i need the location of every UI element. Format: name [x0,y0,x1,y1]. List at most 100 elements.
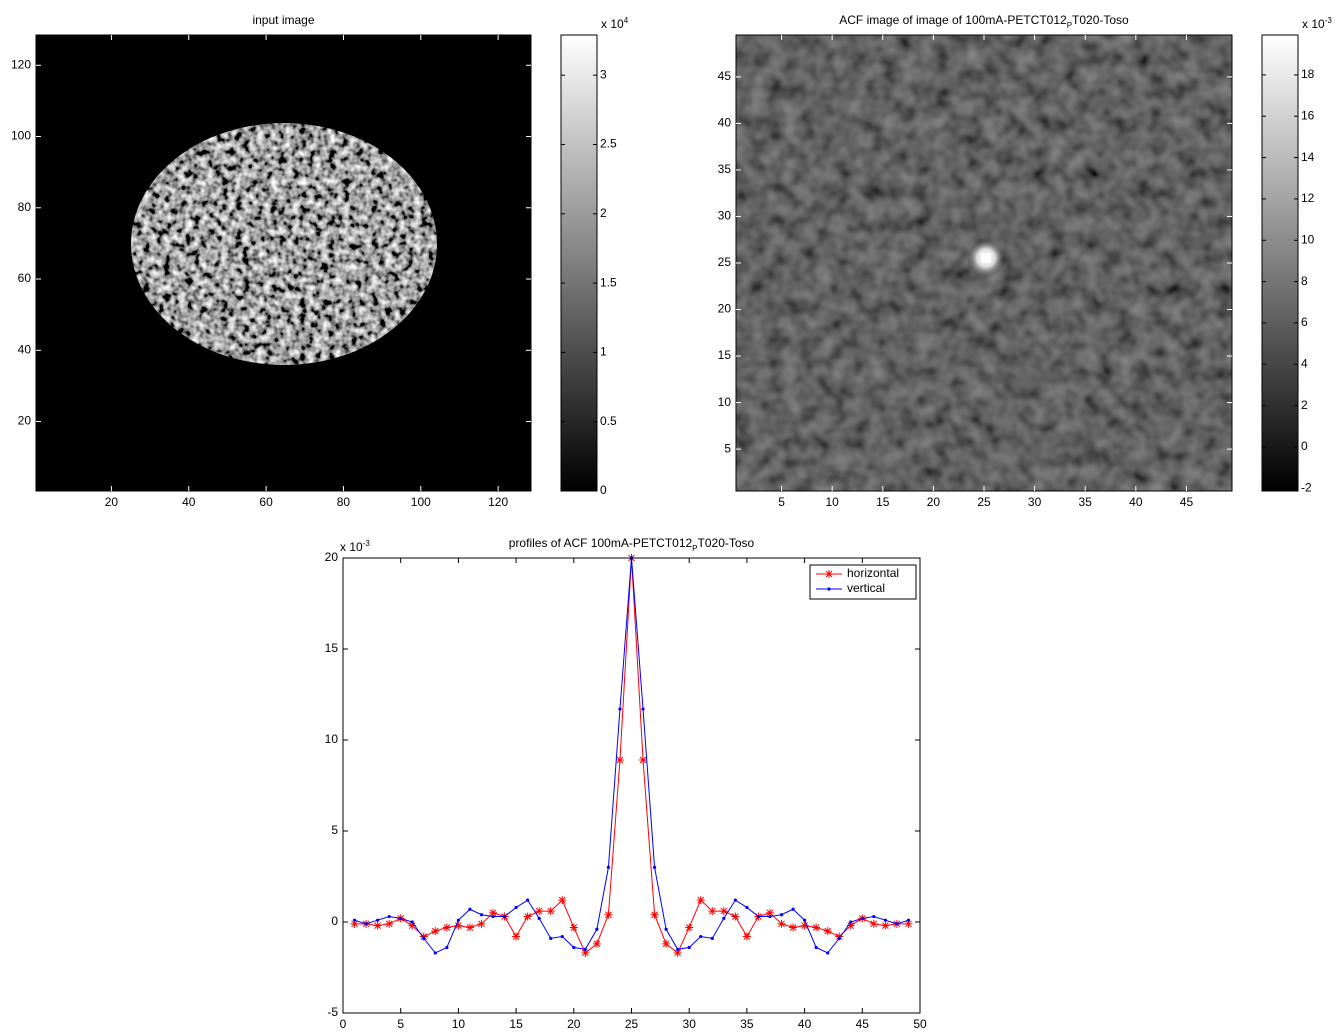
colorbar-tick-label: 3 [600,67,607,81]
marker [477,919,486,928]
y-tick-label: 30 [718,209,732,223]
marker [869,919,878,928]
marker [846,921,855,930]
colorbar-tick-label: 2 [1301,398,1308,412]
text-part: 4 [624,16,629,25]
marker [445,945,449,950]
x-tick-label: 20 [927,495,941,509]
marker [512,932,521,941]
marker [454,921,463,930]
marker [895,922,899,926]
x-tick-label: 35 [1079,495,1093,509]
x-tick-label: 40 [182,495,196,509]
marker [803,918,807,922]
text-part: T020-Toso [1072,13,1129,27]
axes-frame [35,34,532,492]
marker [558,896,567,905]
marker [491,914,495,919]
colorbar-tick-label: 4 [1301,356,1308,370]
plot-area [343,558,920,1013]
colorbar [1261,34,1299,492]
text-part: ACF image of image of 100mA-PETCT012 [839,13,1067,27]
marker [615,756,624,765]
y-tick-label: 5 [724,441,731,455]
marker [569,923,578,932]
x-tick-label: 30 [1028,495,1042,509]
marker [812,923,821,932]
marker [872,914,876,919]
x-tick-label: 20 [567,1017,581,1031]
x-tick-label: 0 [340,1017,347,1031]
marker [722,916,726,920]
marker [399,916,403,920]
colorbar-tick-label: 14 [1301,150,1315,164]
x-tick-label: 10 [452,1017,466,1031]
axis-scale-label: x 10-3 [340,539,370,555]
y-tick-label: 120 [11,57,31,71]
text-part: input image [252,13,314,27]
y-tick-label: 20 [18,414,32,428]
marker [800,921,809,930]
marker [639,756,648,765]
marker [523,912,532,921]
x-tick-label: 40 [798,1017,812,1031]
marker [456,918,460,922]
marker [595,927,599,931]
y-tick-label: 80 [18,200,32,214]
legend-marker [825,570,833,578]
marker [673,948,682,957]
colorbar-tick-label: 16 [1301,108,1315,122]
x-tick-label: 45 [1180,495,1194,509]
marker [537,916,541,920]
marker [791,907,795,911]
y-tick-label: 40 [18,342,32,356]
text-part: x 10 [601,17,624,31]
marker [431,927,440,936]
colorbar-tick-label: 0 [1301,439,1308,453]
x-tick-label: 5 [397,1017,404,1031]
marker [664,927,668,931]
x-tick-label: 20 [105,495,119,509]
x-tick-label: 15 [509,1017,523,1031]
marker [468,907,472,911]
colorbar-scale-label: x 10-3 [1302,16,1332,32]
marker [373,921,382,930]
marker [835,932,844,941]
marker [906,918,911,922]
marker [410,920,414,924]
colorbar-tick-label: 1.5 [600,275,617,289]
y-tick-label: 40 [718,116,732,130]
marker [779,913,784,917]
input-image [36,35,531,491]
x-tick-label: 60 [259,495,273,509]
legend-label: vertical [847,581,885,595]
marker [789,923,798,932]
marker [883,918,887,922]
marker [546,907,555,916]
marker [814,945,818,950]
x-tick-label: 25 [977,495,991,509]
text-part: profiles of ACF 100mA-PETCT012 [509,536,693,550]
marker [652,865,657,870]
marker [756,914,761,919]
marker [685,923,694,932]
text-part: -3 [1325,16,1333,25]
x-tick-label: 35 [740,1017,754,1031]
marker [465,923,474,932]
x-tick-label: 80 [337,495,351,509]
y-tick-label: 60 [18,271,32,285]
marker [514,905,518,910]
text-part: x 10 [1302,17,1325,31]
marker [904,919,913,928]
marker [502,914,507,919]
marker [860,916,864,920]
marker [826,951,830,955]
marker [419,932,428,941]
marker [719,907,728,916]
y-tick-label: 100 [11,129,31,143]
colorbar-tick-label: 2.5 [600,137,617,151]
text-part: T020-Toso [698,536,755,550]
y-tick-label: 10 [325,732,339,746]
